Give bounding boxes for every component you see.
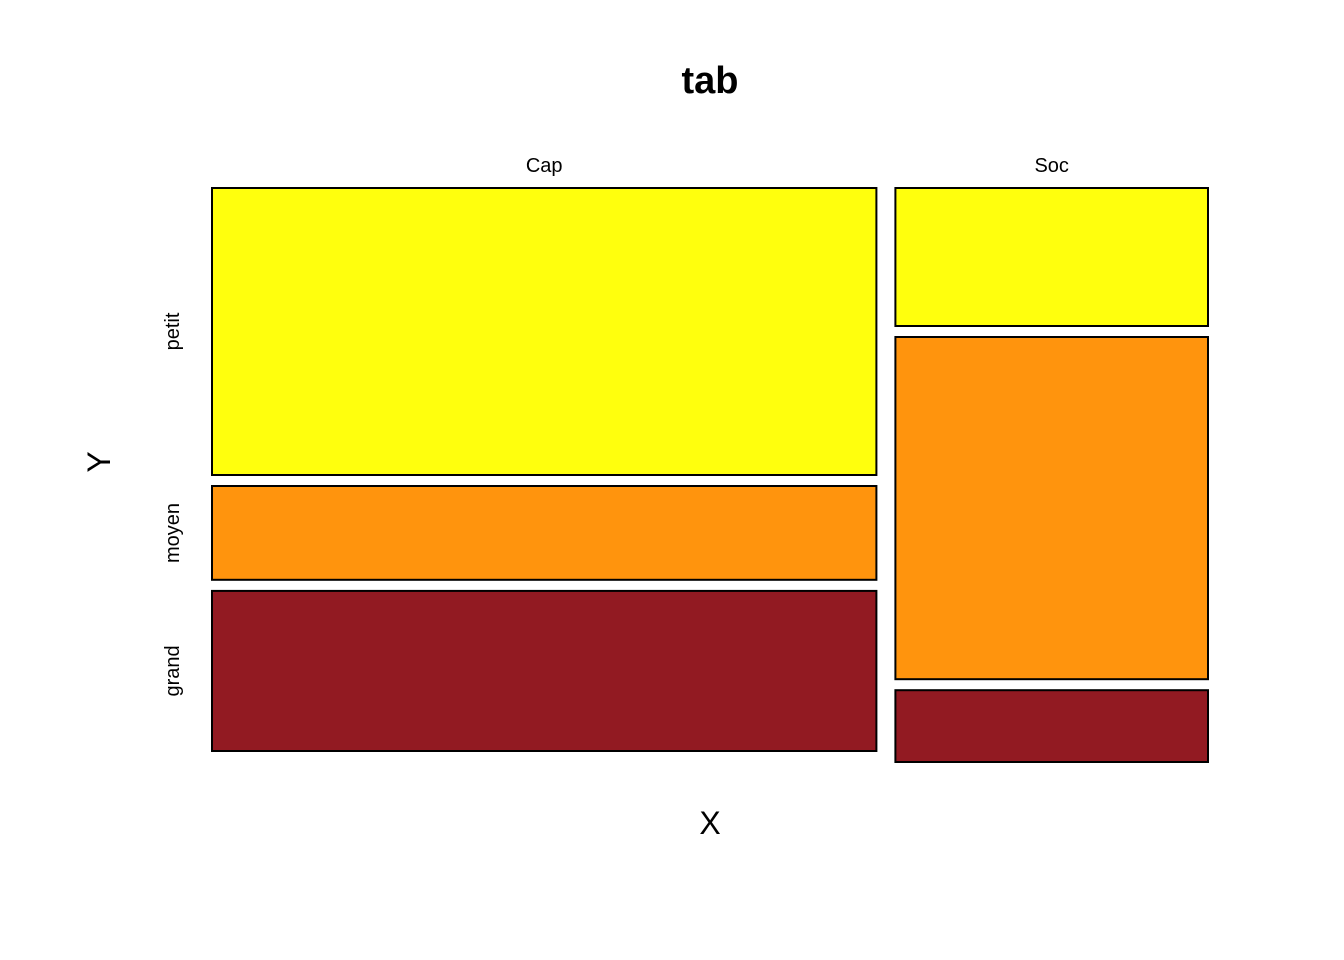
chart-title: tab [682, 60, 739, 102]
y-category-label-moyen: moyen [162, 503, 184, 563]
x-category-labels: Cap Soc [526, 155, 1069, 177]
x-axis-label: X [699, 805, 720, 841]
tile-soc-grand [894, 689, 1210, 764]
tile-cap-petit [211, 187, 878, 476]
y-category-label-petit: petit [162, 312, 184, 350]
tile-cap-grand [211, 589, 878, 753]
mosaic-tiles [211, 187, 1210, 764]
y-category-labels: petit moyen grand [162, 312, 184, 696]
tile-cap-moyen [211, 485, 878, 581]
y-category-label-grand: grand [162, 645, 184, 696]
tile-soc-petit [894, 187, 1210, 327]
y-axis-label: Y [81, 451, 117, 472]
tile-soc-moyen [894, 336, 1210, 681]
x-category-label-cap: Cap [526, 155, 563, 177]
x-category-label-soc: Soc [1034, 155, 1068, 177]
